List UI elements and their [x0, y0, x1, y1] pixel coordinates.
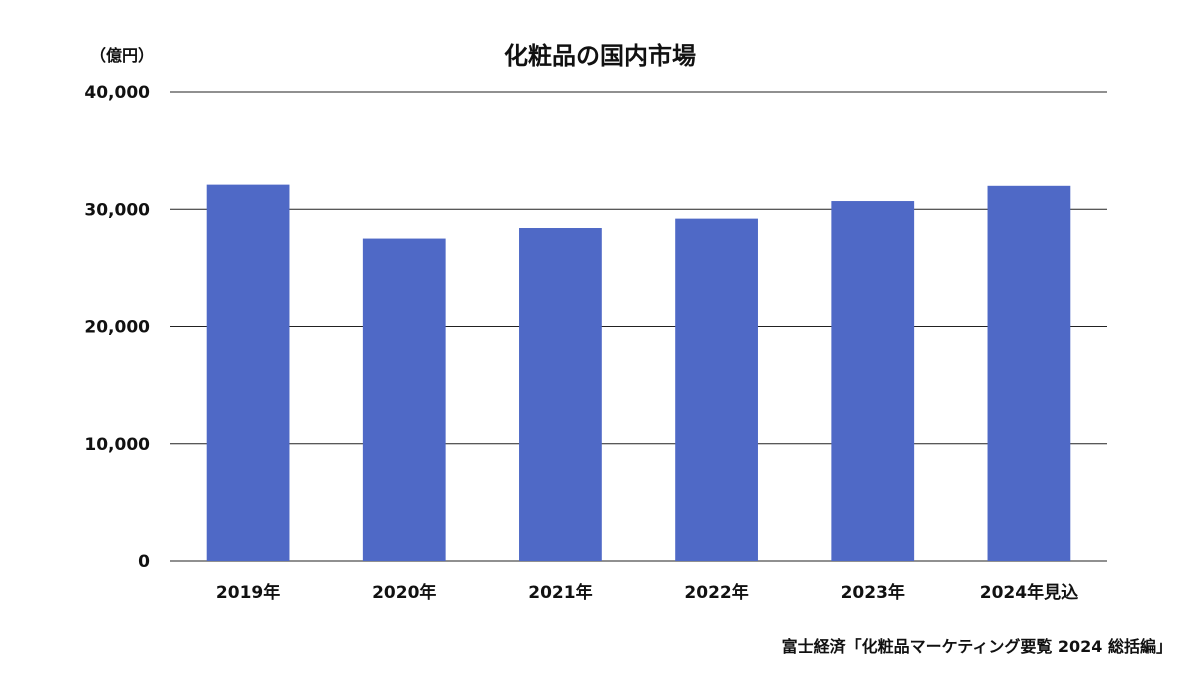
x-tick-label: 2021年: [528, 582, 592, 603]
y-tick-label: 30,000: [84, 200, 150, 220]
gridlines: [170, 91, 1107, 562]
y-axis-unit-label: （億円）: [90, 46, 155, 65]
x-tick-label: 2019年: [216, 582, 280, 603]
bar: [519, 228, 602, 561]
y-tick-label: 20,000: [84, 318, 150, 338]
chart-title: 化粧品の国内市場: [504, 42, 696, 70]
bar: [831, 201, 915, 562]
bar: [206, 184, 290, 561]
bar: [362, 238, 446, 561]
x-tick-label: 2022年: [684, 582, 748, 603]
y-axis-ticks: 0 10,000 20,000 30,000 40,000: [84, 83, 150, 572]
x-tick-label: 2020年: [372, 582, 436, 603]
bar: [675, 218, 758, 561]
source-note: 富士経済「化粧品マーケティング要覧 2024 総括編」: [781, 637, 1172, 656]
y-tick-label: 40,000: [84, 83, 150, 103]
bar: [987, 185, 1071, 562]
y-tick-label: 10,000: [84, 435, 150, 455]
bars: [206, 184, 1071, 562]
x-tick-label: 2024年見込: [980, 582, 1078, 603]
x-axis-ticks: 2019年 2020年 2021年 2022年 2023年 2024年見込: [216, 582, 1078, 603]
x-tick-label: 2023年: [841, 582, 905, 603]
y-tick-label: 0: [138, 552, 150, 572]
